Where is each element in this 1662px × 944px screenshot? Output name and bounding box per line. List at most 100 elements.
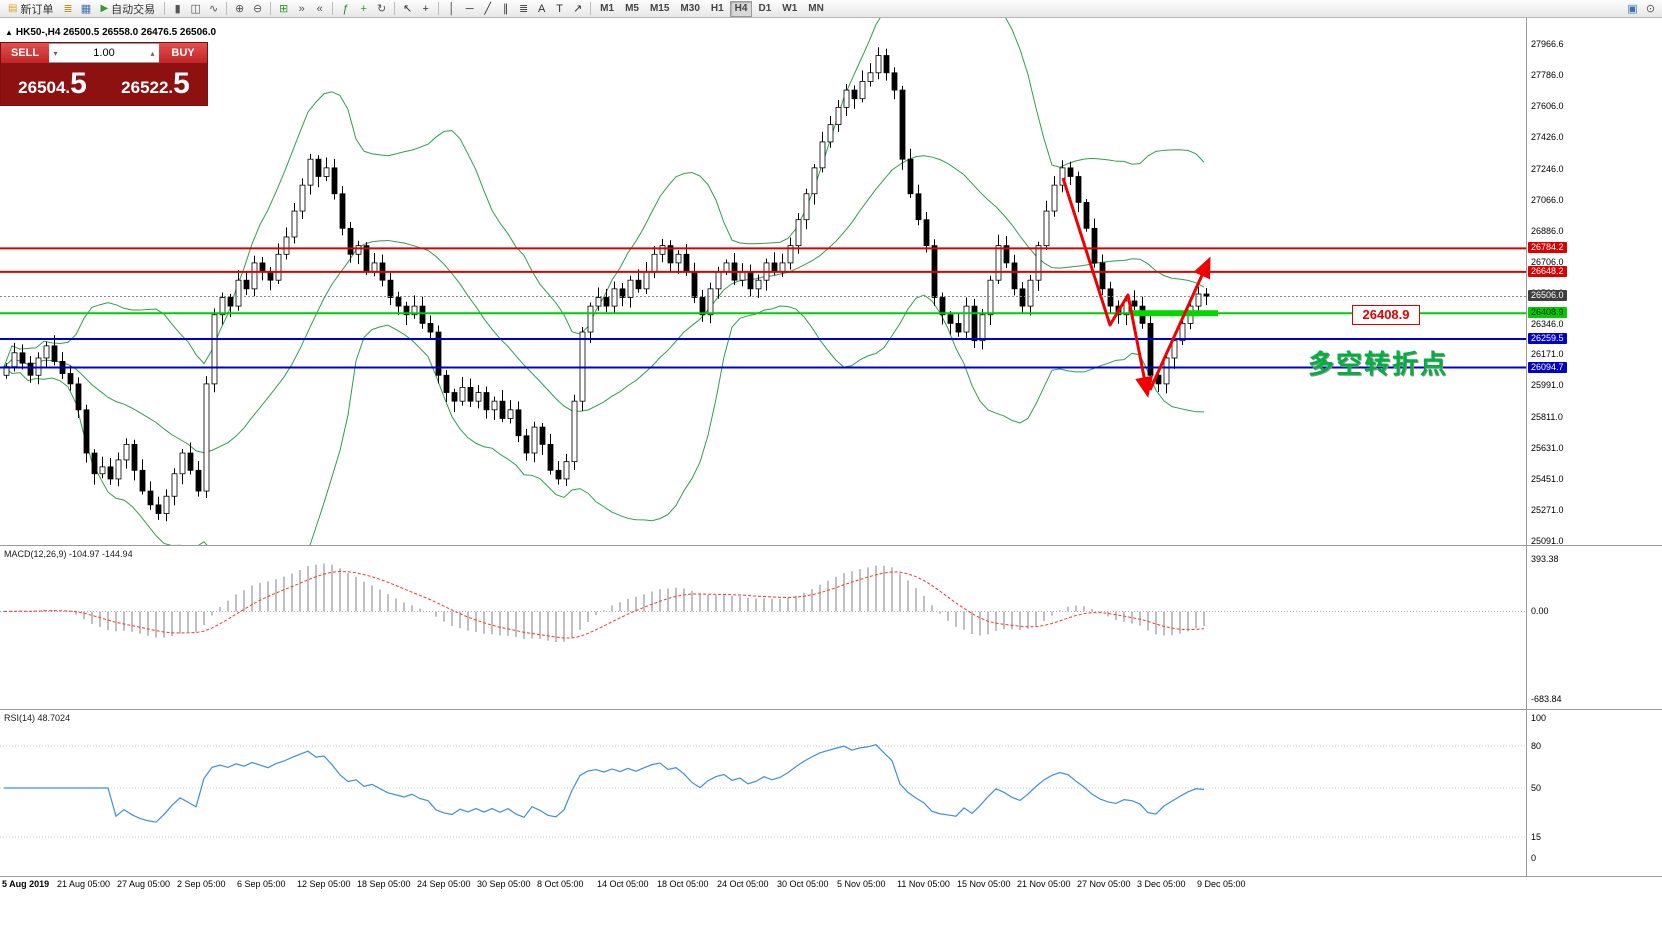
search-icon[interactable]: ⊙ (1645, 3, 1656, 15)
timeframe-h4-button[interactable]: H4 (729, 0, 753, 17)
new-order-button[interactable]: ▤ 新订单 (3, 1, 58, 17)
time-label: 8 Oct 05:00 (537, 879, 584, 889)
chart-ohlc-text: HK50-,H4 26500.5 26558.0 26476.5 26506.0 (15, 27, 217, 38)
toolbar: ▤ 新订单 ≣ ▦ ▶ 自动交易 ▮ ◫ ∿ ⊕ ⊖ ⊞» «ƒ + ↻ ↖ + │ ─ ╱ ∥ ≣ A T ↗ M1 M5 M15 M… (0, 0, 1662, 18)
tile-windows-icon[interactable]: ⊞ (279, 3, 289, 15)
buy-button[interactable]: BUY (159, 43, 207, 63)
rsi-tick: 0 (1531, 853, 1537, 863)
price-tick: 25271.0 (1531, 504, 1564, 515)
text-icon[interactable]: A (537, 2, 546, 15)
macd-axis[interactable]: 393.38 0.00 -683.84 (1526, 546, 1662, 709)
toolbar-separator (226, 2, 228, 15)
zoom-out-icon[interactable]: ⊖ (253, 3, 263, 15)
price-level-label: 26784.2 (1528, 242, 1567, 254)
market-watch-icon[interactable]: ≣ (63, 3, 73, 15)
price-tick: 25991.0 (1531, 380, 1564, 391)
time-label: 30 Sep 05:00 (477, 879, 531, 889)
price-tick: 26886.0 (1531, 225, 1564, 236)
timeframe-m1-button[interactable]: M1 (600, 2, 615, 14)
time-label: 18 Sep 05:00 (357, 879, 411, 889)
rsi-canvas[interactable] (0, 710, 1526, 876)
price-axis[interactable]: 27966.6 27786.0 27606.0 27426.0 27246.0 27066… (1526, 18, 1662, 546)
timeframe-h1-button[interactable]: H1 (710, 2, 724, 14)
zoom-in-icon[interactable]: ⊕ (235, 3, 245, 15)
timeframe-w1-button[interactable]: W1 (782, 2, 798, 14)
auto-trading-button-label: 自动交易 (111, 3, 156, 16)
price-tick: 25631.0 (1531, 442, 1564, 453)
time-label: 9 Dec 05:00 (1197, 879, 1246, 889)
price-tick: 26171.0 (1531, 349, 1564, 360)
window-icon[interactable]: ▣ (1627, 3, 1638, 15)
fibonacci-icon[interactable]: ≣ (519, 3, 529, 15)
bid-ask-row: 26504.5 26522.5 (1, 63, 207, 105)
price-tick: 27246.0 (1531, 163, 1564, 174)
channel-icon[interactable]: ∥ (502, 3, 509, 15)
time-label: 15 Nov 05:00 (957, 879, 1011, 889)
bar-chart-icon[interactable]: ▮ (174, 3, 181, 15)
chart-ohlc-header: ▲ HK50-,H4 26500.5 26558.0 26476.5 26506.… (5, 27, 216, 38)
vertical-line-icon[interactable]: │ (448, 2, 456, 15)
macd-label: MACD(12,26,9) -104.97 -144.94 (4, 549, 133, 559)
price-tick: 27066.0 (1531, 194, 1564, 205)
price-chart-canvas[interactable] (0, 18, 1526, 545)
horizontal-line-icon[interactable]: ─ (465, 2, 474, 15)
line-chart-icon[interactable]: ∿ (209, 3, 219, 15)
price-tick: 27786.0 (1531, 70, 1564, 81)
toolbar-separator (270, 2, 272, 15)
turning-point-annotation[interactable]: 多空转折点 (1308, 349, 1449, 379)
volume-increase-button[interactable]: ▴ (150, 48, 155, 58)
time-label: 27 Nov 05:00 (1077, 879, 1131, 889)
bid-price[interactable]: 26504.5 (18, 67, 87, 100)
time-label: 30 Oct 05:00 (777, 879, 829, 889)
price-level-label: 26408.9 (1528, 307, 1567, 319)
chart-shift-icon[interactable]: « (316, 2, 323, 15)
rsi-axis[interactable]: 100 80 50 15 0 (1526, 710, 1662, 876)
ask-price[interactable]: 26522.5 (121, 67, 190, 100)
auto-trading-button[interactable]: ▶ 自动交易 (95, 1, 160, 17)
time-label: 21 Aug 05:00 (57, 879, 111, 889)
price-level-label: 26259.5 (1528, 333, 1567, 345)
volume-decrease-button[interactable]: ▾ (53, 48, 58, 58)
timeframe-d1-button[interactable]: D1 (758, 2, 772, 14)
auto-scroll-icon[interactable]: » (298, 2, 305, 15)
terminal-icon[interactable]: ▦ (80, 3, 92, 15)
time-label: 24 Sep 05:00 (417, 879, 471, 889)
macd-canvas[interactable] (0, 546, 1526, 709)
volume-field: ▾ 1.00 ▴ (49, 43, 159, 63)
sell-button[interactable]: SELL (1, 43, 49, 63)
candlestick-chart-icon[interactable]: ◫ (190, 3, 201, 15)
rsi-label: RSI(14) 48.7024 (4, 713, 71, 723)
timeframe-m30-button[interactable]: M30 (680, 2, 700, 14)
trendline-icon[interactable]: ╱ (484, 3, 491, 15)
crosshair-icon[interactable]: + (422, 2, 429, 15)
add-indicator-icon[interactable]: + (360, 2, 367, 15)
time-label: 14 Oct 05:00 (597, 879, 649, 889)
label-icon[interactable]: T (556, 2, 564, 15)
indicators-icon[interactable]: ƒ (342, 2, 349, 15)
macd-tick: 0.00 (1531, 606, 1549, 617)
price-tick: 27966.6 (1531, 39, 1564, 49)
arrows-icon[interactable]: ↗ (573, 3, 583, 15)
timeframe-m15-button[interactable]: M15 (649, 2, 670, 14)
macd-tick: 393.38 (1531, 554, 1559, 564)
volume-input[interactable]: 1.00 (93, 47, 115, 59)
price-callout-label[interactable]: 26408.9 (1352, 305, 1420, 325)
time-label: 12 Sep 05:00 (297, 879, 351, 889)
cursor-icon[interactable]: ↖ (403, 3, 413, 15)
toolbar-separator (394, 2, 396, 15)
time-label: 21 Nov 05:00 (1017, 879, 1071, 889)
rsi-tick: 15 (1531, 832, 1542, 842)
auto-trading-icon: ▶ (100, 2, 109, 14)
timeframe-mn-button[interactable]: MN (808, 2, 824, 14)
rsi-tick: 80 (1531, 741, 1542, 751)
timeframe-m5-button[interactable]: M5 (625, 2, 639, 14)
price-tick: 26346.0 (1531, 319, 1564, 330)
price-tick: 25091.0 (1531, 536, 1564, 546)
period-icon[interactable]: ↻ (377, 3, 387, 15)
price-level-label: 26648.2 (1528, 265, 1567, 277)
time-label: 11 Nov 05:00 (897, 879, 950, 889)
price-tick: 25451.0 (1531, 473, 1564, 484)
new-order-icon: ▤ (8, 2, 18, 14)
time-axis[interactable]: 5 Aug 2019 21 Aug 05:00 27 Aug 05:00 2 Sep … (0, 877, 1662, 891)
new-order-button-label: 新订单 (20, 3, 54, 16)
